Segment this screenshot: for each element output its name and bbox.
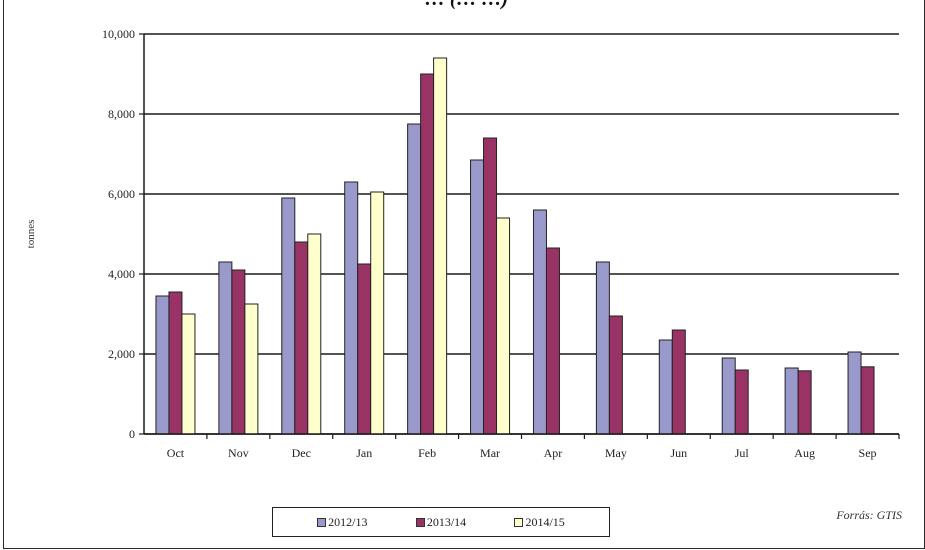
bar-chart: 0 2,000 4,000 6,000 8,000 10,000 tonnes Oct Nov D…: [25, 27, 900, 460]
bar-2013-14-jan: [357, 263, 372, 435]
legend-swatch: [514, 517, 524, 527]
chart-title-partial: … (… …): [4, 0, 924, 12]
bar-2012-13-feb: [407, 123, 422, 435]
legend-label: 2014/15: [525, 514, 565, 529]
bar-2013-14-apr: [545, 247, 560, 435]
bar-2012-13-may: [595, 261, 610, 435]
y-tick-label: 10,000: [102, 27, 135, 41]
bar-2013-14-feb: [420, 73, 435, 435]
legend-swatch: [415, 517, 425, 527]
bar-2012-13-sep: [847, 351, 862, 435]
bar-2013-14-nov: [231, 269, 246, 435]
bar-2012-13-mar: [470, 159, 485, 435]
bar-2014-15-nov: [244, 303, 259, 435]
bar-2012-13-jan: [344, 181, 359, 435]
bar-2014-15-feb: [433, 57, 448, 435]
bars-layer: [155, 57, 875, 435]
bar-2013-14-aug: [797, 370, 812, 435]
axis-layer: 0 2,000 4,000 6,000 8,000 10,000 tonnes Oct Nov D…: [25, 27, 900, 460]
legend-label: 2013/14: [426, 514, 467, 529]
bar-2012-13-aug: [784, 367, 799, 435]
x-tick-label: Feb: [418, 446, 436, 460]
bar-2014-15-dec: [307, 233, 322, 435]
bar-2014-15-jan: [370, 191, 385, 435]
legend-item-2014-15: 2014/15: [514, 514, 565, 530]
legend: 2012/13 2013/14 2014/15: [272, 507, 610, 537]
x-tick-label: Mar: [480, 446, 500, 460]
chart-frame: … (… …) 0 2,000 4,000 6,000 8,000 10,000 tonne…: [3, 0, 925, 549]
legend-label: 2012/13: [328, 514, 368, 529]
bar-2013-14-may: [608, 315, 623, 435]
legend-item-2013-14: 2013/14: [415, 514, 467, 530]
bar-2013-14-mar: [483, 137, 498, 435]
x-tick-label: Aug: [794, 446, 815, 460]
x-tick-label: Nov: [228, 446, 249, 460]
y-axis-label: tonnes: [25, 220, 37, 249]
bar-2012-13-jul: [721, 357, 736, 435]
y-tick-label: 0: [129, 427, 135, 441]
y-tick-label: 2,000: [108, 347, 135, 361]
bar-2013-14-jun: [671, 329, 686, 435]
bar-2013-14-oct: [168, 291, 183, 435]
x-tick-label: Oct: [167, 446, 185, 460]
source-note: Forrás: GTIS: [836, 508, 902, 522]
bar-2014-15-mar: [496, 217, 511, 435]
bar-2014-15-oct: [181, 313, 196, 435]
legend-swatch: [317, 517, 327, 527]
bar-2013-14-jul: [734, 369, 749, 435]
x-tick-label: Apr: [544, 446, 563, 460]
bar-2012-13-jun: [658, 339, 673, 435]
x-tick-label: Dec: [292, 446, 311, 460]
x-tick-label: Jan: [356, 446, 372, 460]
x-tick-label: Jul: [735, 446, 750, 460]
x-tick-label: Jun: [670, 446, 687, 460]
bar-2013-14-sep: [860, 366, 875, 435]
legend-item-2012-13: 2012/13: [317, 514, 368, 530]
bar-2012-13-dec: [281, 197, 296, 435]
y-tick-label: 4,000: [108, 267, 135, 281]
x-tick-label: May: [605, 446, 627, 460]
y-tick-label: 8,000: [108, 107, 135, 121]
bar-2012-13-oct: [155, 295, 170, 435]
x-tick-label: Sep: [859, 446, 877, 460]
bar-2012-13-apr: [532, 209, 547, 435]
bar-2012-13-nov: [218, 261, 233, 435]
bar-2013-14-dec: [294, 241, 309, 435]
y-tick-label: 6,000: [108, 187, 135, 201]
